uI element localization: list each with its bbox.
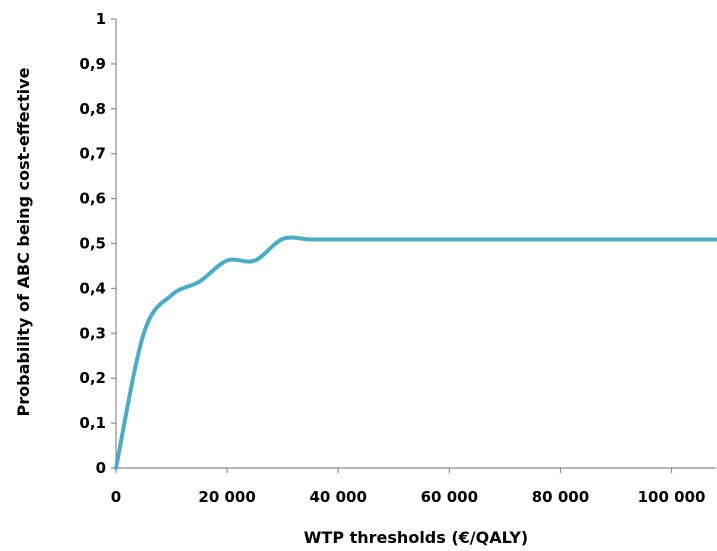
x-tick-label: 100 000 [638, 488, 706, 506]
y-axis-title: Probability of ABC being cost-effective [14, 67, 33, 416]
y-tick-label: 0,4 [79, 279, 106, 297]
y-tick-label: 0,3 [79, 324, 106, 342]
y-tick-label: 0,6 [79, 190, 106, 208]
y-tick-label: 0 [96, 459, 106, 477]
series-layer [114, 235, 717, 470]
axes [111, 18, 716, 473]
x-tick-label: 20 000 [198, 488, 255, 506]
y-tick-label: 0,9 [79, 55, 106, 73]
y-tick-label: 0,8 [79, 100, 106, 118]
x-axis-title: WTP thresholds (€/QALY) [304, 528, 528, 547]
y-tick-label: 0,7 [79, 145, 106, 163]
x-tick-label: 80 000 [532, 488, 589, 506]
tick-labels: 0 0,1 0,2 0,3 0,4 0,5 0,6 0,7 0,8 0,9 1 0 20 000 40 0… [79, 10, 705, 506]
x-tick-label: 40 000 [310, 488, 367, 506]
y-tick-label: 0,5 [79, 235, 106, 253]
y-tick-label: 0,2 [79, 369, 106, 387]
series-line [114, 235, 717, 470]
y-tick-label: 0,1 [79, 414, 106, 432]
y-tick-label: 1 [96, 10, 106, 28]
x-tick-label: 60 000 [421, 488, 478, 506]
x-tick-label: 0 [111, 488, 121, 506]
